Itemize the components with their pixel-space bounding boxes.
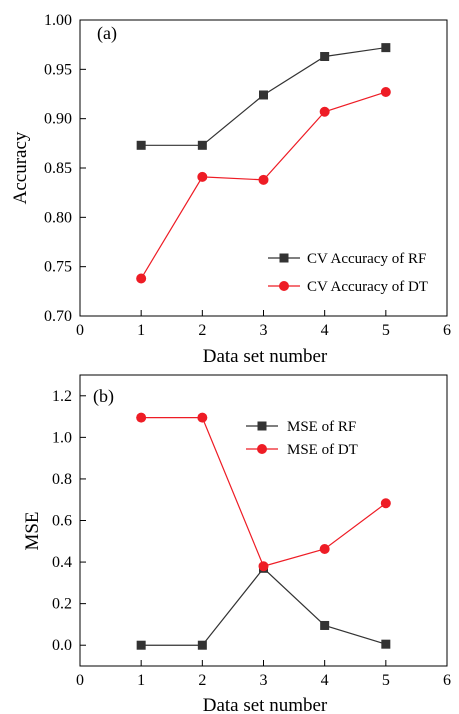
legend-label-cv-accuracy-of-rf: CV Accuracy of RF bbox=[307, 251, 426, 267]
data-point-mse-of-dt bbox=[136, 412, 147, 423]
data-point-cv-accuracy-of-dt bbox=[258, 174, 269, 185]
legend-marker-cv-accuracy-of-rf bbox=[279, 253, 289, 263]
chart-panel-b: (b) Data set number MSE 0 1 2 3 4 5 6 0.0 0.2 0.4… bbox=[22, 374, 451, 714]
panel-a-y-tick-label: 0.70 bbox=[44, 308, 72, 325]
data-point-cv-accuracy-of-rf bbox=[197, 140, 207, 150]
panel-b-y-tick-label: 0.6 bbox=[52, 513, 72, 530]
panel-b-x-axis-title: Data set number bbox=[203, 695, 328, 714]
panel-a-y-tick-label: 0.85 bbox=[44, 160, 72, 177]
panel-a-x-tick-label: 0 bbox=[76, 322, 84, 339]
panel-a-x-tick-label: 2 bbox=[198, 322, 206, 339]
panel-a-y-tick-label: 0.75 bbox=[44, 259, 72, 276]
panel-b-x-tick-label: 5 bbox=[382, 672, 390, 689]
panel-a-y-tick-label: 0.95 bbox=[44, 61, 72, 78]
data-point-cv-accuracy-of-dt bbox=[380, 87, 391, 98]
panel-a-y-axis-title: Accuracy bbox=[10, 131, 31, 204]
data-point-cv-accuracy-of-dt bbox=[319, 106, 330, 117]
panel-b-x-tick-label: 2 bbox=[198, 672, 206, 689]
legend-label-mse-of-dt: MSE of DT bbox=[287, 442, 358, 458]
panel-a-label: (a) bbox=[97, 23, 117, 44]
data-point-mse-of-dt bbox=[197, 412, 208, 423]
panel-a-x-tick-label: 3 bbox=[260, 322, 268, 339]
legend-label-cv-accuracy-of-dt: CV Accuracy of DT bbox=[307, 279, 428, 295]
data-point-mse-of-rf bbox=[136, 640, 146, 650]
data-point-mse-of-dt bbox=[319, 543, 330, 554]
data-point-cv-accuracy-of-dt bbox=[197, 171, 208, 182]
panel-a-y-tick-label: 1.00 bbox=[44, 12, 72, 29]
panel-a-y-tick-label: 0.90 bbox=[44, 111, 72, 128]
legend-marker-mse-of-dt bbox=[257, 444, 267, 454]
panel-a-y-tick-label: 0.80 bbox=[44, 209, 72, 226]
panel-b-x-tick-label: 3 bbox=[260, 672, 268, 689]
data-point-mse-of-dt bbox=[258, 561, 269, 572]
legend-label-mse-of-rf: MSE of RF bbox=[287, 419, 356, 435]
panel-b-y-axis-title: MSE bbox=[22, 511, 43, 550]
panel-b-y-tick-label: 0.2 bbox=[52, 596, 72, 613]
panel-b-x-tick-label: 6 bbox=[443, 672, 451, 689]
panel-a-x-tick-label: 5 bbox=[382, 322, 390, 339]
data-point-cv-accuracy-of-rf bbox=[136, 140, 146, 150]
panel-b-x-tick-label: 1 bbox=[137, 672, 145, 689]
chart-panel-a: (a) Data set number Accuracy 0 1 2 3 4 5 6 0.70… bbox=[10, 12, 451, 367]
legend-marker-mse-of-rf bbox=[257, 421, 267, 431]
legend-marker-cv-accuracy-of-dt bbox=[279, 281, 289, 291]
panel-b-y-tick-label: 1.0 bbox=[52, 429, 72, 446]
panel-a-plot-frame bbox=[79, 19, 448, 317]
data-point-mse-of-rf bbox=[320, 620, 330, 630]
panel-b-x-tick-label: 0 bbox=[76, 672, 84, 689]
panel-a-x-tick-label: 6 bbox=[443, 322, 451, 339]
data-point-cv-accuracy-of-dt bbox=[136, 273, 147, 284]
series-line-mse-of-dt bbox=[141, 417, 387, 567]
series-line-mse-of-rf bbox=[141, 567, 387, 646]
data-point-cv-accuracy-of-rf bbox=[320, 52, 330, 62]
panel-b-y-tick-label: 0.8 bbox=[52, 471, 72, 488]
panel-a-x-axis-title: Data set number bbox=[203, 346, 328, 367]
data-point-mse-of-rf bbox=[381, 639, 391, 649]
panel-b-y-tick-label: 0.4 bbox=[52, 554, 72, 571]
panel-b-x-tick-label: 4 bbox=[321, 672, 329, 689]
data-point-mse-of-dt bbox=[380, 498, 391, 509]
panel-b-label: (b) bbox=[93, 386, 114, 407]
data-point-cv-accuracy-of-rf bbox=[381, 43, 391, 53]
panel-a-x-tick-label: 4 bbox=[321, 322, 329, 339]
data-point-mse-of-rf bbox=[197, 640, 207, 650]
data-point-cv-accuracy-of-rf bbox=[259, 90, 268, 100]
panel-b-plot-frame bbox=[79, 374, 448, 667]
panel-a-x-tick-label: 1 bbox=[137, 322, 145, 339]
panel-b-y-tick-label: 1.2 bbox=[52, 388, 72, 405]
panel-b-y-tick-label: 0.0 bbox=[52, 637, 72, 654]
